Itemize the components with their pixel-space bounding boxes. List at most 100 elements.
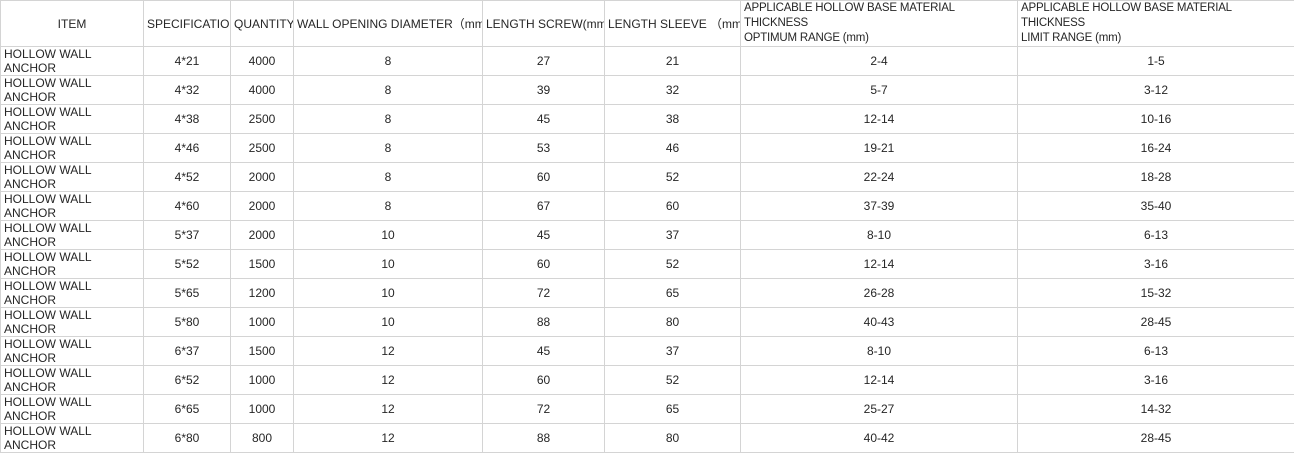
cell-length-screw: 60 <box>482 162 605 192</box>
cell-item: HOLLOW WALL ANCHOR <box>0 307 144 337</box>
cell-quantity: 4000 <box>230 46 294 76</box>
cell-optimum-range: 12-14 <box>740 365 1018 395</box>
table-row: HOLLOW WALL ANCHOR 6*52 1000 12 60 52 12-14 3-1… <box>0 365 1294 395</box>
cell-quantity: 2500 <box>230 133 294 163</box>
cell-specification: 4*52 <box>143 162 231 192</box>
cell-limit-range: 16-24 <box>1017 133 1294 163</box>
cell-item: HOLLOW WALL ANCHOR <box>0 104 144 134</box>
cell-optimum-range: 5-7 <box>740 75 1018 105</box>
column-header-specification: SPECIFICATION <box>143 0 231 47</box>
cell-specification: 5*52 <box>143 249 231 279</box>
cell-limit-range: 1-5 <box>1017 46 1294 76</box>
cell-length-screw: 53 <box>482 133 605 163</box>
column-header-optimum-range: APPLICABLE HOLLOW BASE MATERIAL THICKNES… <box>740 0 1018 47</box>
cell-limit-range: 35-40 <box>1017 191 1294 221</box>
cell-item: HOLLOW WALL ANCHOR <box>0 46 144 76</box>
cell-optimum-range: 25-27 <box>740 394 1018 424</box>
cell-length-sleeve: 52 <box>604 365 741 395</box>
cell-item: HOLLOW WALL ANCHOR <box>0 278 144 308</box>
cell-item: HOLLOW WALL ANCHOR <box>0 133 144 163</box>
cell-length-sleeve: 80 <box>604 307 741 337</box>
cell-quantity: 1000 <box>230 394 294 424</box>
table-row: HOLLOW WALL ANCHOR 5*65 1200 10 72 65 26-28 15-… <box>0 278 1294 308</box>
cell-length-screw: 45 <box>482 336 605 366</box>
column-header-quantity: QUANTITY <box>230 0 294 47</box>
cell-length-screw: 60 <box>482 249 605 279</box>
cell-length-screw: 88 <box>482 307 605 337</box>
cell-quantity: 1500 <box>230 249 294 279</box>
cell-optimum-range: 12-14 <box>740 249 1018 279</box>
cell-length-screw: 27 <box>482 46 605 76</box>
table-row: HOLLOW WALL ANCHOR 4*60 2000 8 67 60 37-39 35-4… <box>0 191 1294 221</box>
cell-length-sleeve: 52 <box>604 162 741 192</box>
cell-optimum-range: 19-21 <box>740 133 1018 163</box>
cell-length-sleeve: 46 <box>604 133 741 163</box>
cell-length-sleeve: 21 <box>604 46 741 76</box>
column-header-length-screw: LENGTH SCREW(mm) <box>482 0 605 47</box>
cell-quantity: 800 <box>230 423 294 453</box>
cell-wall-opening-diameter: 8 <box>293 133 483 163</box>
cell-optimum-range: 26-28 <box>740 278 1018 308</box>
cell-item: HOLLOW WALL ANCHOR <box>0 249 144 279</box>
cell-quantity: 1000 <box>230 307 294 337</box>
table-row: HOLLOW WALL ANCHOR 4*38 2500 8 45 38 12-14 10-1… <box>0 104 1294 134</box>
cell-length-sleeve: 37 <box>604 336 741 366</box>
cell-specification: 6*80 <box>143 423 231 453</box>
cell-wall-opening-diameter: 10 <box>293 249 483 279</box>
cell-item: HOLLOW WALL ANCHOR <box>0 423 144 453</box>
cell-limit-range: 28-45 <box>1017 423 1294 453</box>
cell-length-sleeve: 32 <box>604 75 741 105</box>
cell-specification: 6*65 <box>143 394 231 424</box>
cell-item: HOLLOW WALL ANCHOR <box>0 336 144 366</box>
cell-length-screw: 60 <box>482 365 605 395</box>
cell-limit-range: 6-13 <box>1017 220 1294 250</box>
cell-length-screw: 72 <box>482 394 605 424</box>
cell-length-sleeve: 80 <box>604 423 741 453</box>
table-row: HOLLOW WALL ANCHOR 5*52 1500 10 60 52 12-14 3-1… <box>0 249 1294 279</box>
cell-limit-range: 28-45 <box>1017 307 1294 337</box>
cell-limit-range: 3-16 <box>1017 365 1294 395</box>
cell-specification: 4*46 <box>143 133 231 163</box>
cell-limit-range: 3-16 <box>1017 249 1294 279</box>
cell-length-screw: 39 <box>482 75 605 105</box>
table-row: HOLLOW WALL ANCHOR 4*21 4000 8 27 21 2-4 1-5 <box>0 46 1294 76</box>
cell-limit-range: 6-13 <box>1017 336 1294 366</box>
cell-quantity: 1500 <box>230 336 294 366</box>
cell-wall-opening-diameter: 8 <box>293 46 483 76</box>
cell-optimum-range: 40-42 <box>740 423 1018 453</box>
table-header: ITEM SPECIFICATION QUANTITY WALL OPENING… <box>0 0 1294 47</box>
table-body: HOLLOW WALL ANCHOR 4*21 4000 8 27 21 2-4 1-5 HOL… <box>0 46 1294 453</box>
cell-length-sleeve: 65 <box>604 278 741 308</box>
cell-length-screw: 88 <box>482 423 605 453</box>
header-row: ITEM SPECIFICATION QUANTITY WALL OPENING… <box>0 0 1294 47</box>
table-row: HOLLOW WALL ANCHOR 4*52 2000 8 60 52 22-24 18-2… <box>0 162 1294 192</box>
cell-item: HOLLOW WALL ANCHOR <box>0 365 144 395</box>
cell-specification: 5*80 <box>143 307 231 337</box>
cell-quantity: 2000 <box>230 162 294 192</box>
cell-quantity: 2500 <box>230 104 294 134</box>
table-row: HOLLOW WALL ANCHOR 6*65 1000 12 72 65 25-27 14-… <box>0 394 1294 424</box>
cell-specification: 4*60 <box>143 191 231 221</box>
cell-item: HOLLOW WALL ANCHOR <box>0 191 144 221</box>
cell-optimum-range: 22-24 <box>740 162 1018 192</box>
cell-wall-opening-diameter: 12 <box>293 365 483 395</box>
cell-optimum-range: 37-39 <box>740 191 1018 221</box>
cell-quantity: 1200 <box>230 278 294 308</box>
cell-wall-opening-diameter: 10 <box>293 278 483 308</box>
cell-length-screw: 72 <box>482 278 605 308</box>
cell-wall-opening-diameter: 8 <box>293 162 483 192</box>
cell-specification: 6*52 <box>143 365 231 395</box>
cell-length-sleeve: 37 <box>604 220 741 250</box>
cell-length-screw: 45 <box>482 104 605 134</box>
cell-item: HOLLOW WALL ANCHOR <box>0 162 144 192</box>
cell-specification: 5*65 <box>143 278 231 308</box>
cell-quantity: 2000 <box>230 220 294 250</box>
cell-limit-range: 10-16 <box>1017 104 1294 134</box>
cell-quantity: 2000 <box>230 191 294 221</box>
cell-length-sleeve: 65 <box>604 394 741 424</box>
cell-item: HOLLOW WALL ANCHOR <box>0 75 144 105</box>
table-row: HOLLOW WALL ANCHOR 5*80 1000 10 88 80 40-43 28-… <box>0 307 1294 337</box>
cell-optimum-range: 8-10 <box>740 336 1018 366</box>
cell-quantity: 4000 <box>230 75 294 105</box>
